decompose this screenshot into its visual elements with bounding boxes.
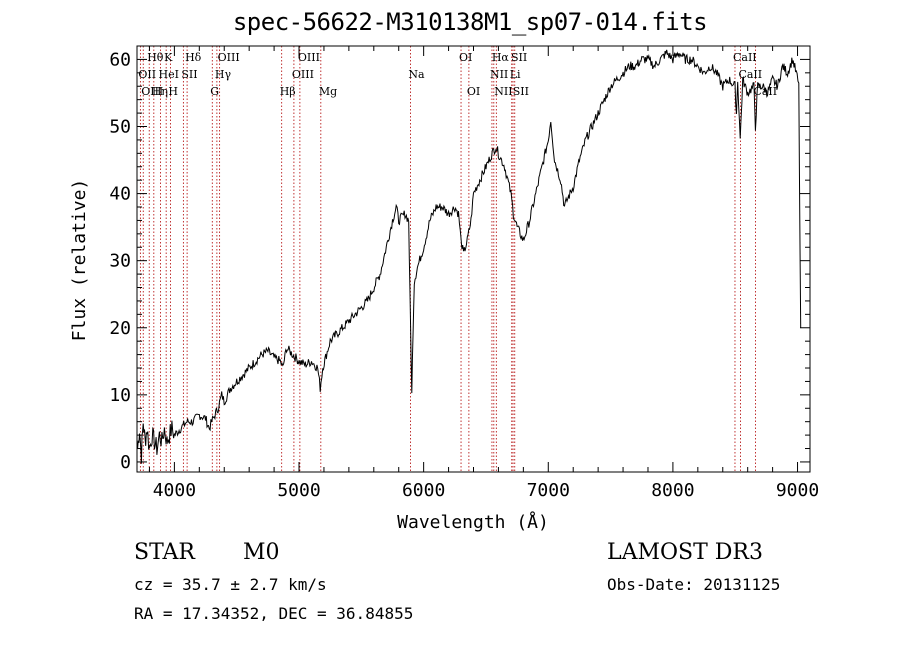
observation-date: Obs-Date: 20131125 — [607, 575, 781, 594]
survey-name: LAMOST DR3 — [607, 540, 763, 565]
line-marker-label-17: OI — [459, 51, 472, 64]
redshift-cz: cz = 35.7 ± 2.7 km/s — [134, 575, 327, 594]
line-marker-label-18: OI — [467, 85, 480, 98]
x-tick-label-1: 5000 — [277, 480, 320, 501]
line-marker-label-2: Hθ — [147, 51, 164, 64]
y-axis-label: Flux (relative) — [69, 179, 90, 342]
line-marker-label-3: Hη — [152, 85, 168, 98]
x-tick-label-0: 4000 — [153, 480, 196, 501]
line-marker-label-5: K — [164, 51, 173, 64]
line-marker-label-23: SII — [511, 51, 527, 64]
x-axis-ticks: 4000 5000 6000 7000 8000 9000 — [148, 46, 819, 501]
line-marker-label-7: SII — [181, 68, 197, 81]
spectrum-series-line — [137, 49, 802, 464]
line-marker-label-0: OII — [138, 68, 156, 81]
line-marker-label-11: OIII — [218, 51, 240, 64]
line-marker-label-1: OIII — [141, 85, 163, 98]
y-axis-ticks: 0 10 20 30 40 50 60 — [109, 49, 810, 473]
x-tick-label-5: 9000 — [776, 480, 819, 501]
line-marker-label-25: CaII — [733, 51, 757, 64]
line-marker-label-22: Li — [510, 68, 521, 81]
line-marker-label-13: OIII — [292, 68, 314, 81]
line-marker-label-26: CaII — [738, 68, 762, 81]
y-tick-label-2: 20 — [109, 318, 131, 339]
x-tick-label-4: 8000 — [651, 480, 694, 501]
object-subclass: M0 — [243, 540, 280, 565]
y-tick-label-0: 0 — [120, 452, 131, 473]
line-marker-label-8: Hδ — [185, 51, 202, 64]
coordinates: RA = 17.34352, DEC = 36.84855 — [134, 604, 414, 623]
x-axis-label: Wavelength (Å) — [397, 511, 549, 533]
y-tick-label-1: 10 — [109, 385, 131, 406]
chart-title: spec-56622-M310138M1_sp07-014.fits — [232, 8, 708, 36]
line-markers — [139, 46, 756, 472]
line-marker-label-12: Hβ — [280, 85, 296, 98]
line-marker-label-9: G — [210, 85, 219, 98]
line-marker-labels: OIIOIIIHθHηHeIKHSIIHδGHγOIIIHβOIIIOIIIMg… — [138, 51, 777, 98]
line-marker-label-14: OIII — [298, 51, 320, 64]
line-marker-label-15: Mg — [319, 85, 337, 98]
y-tick-label-4: 40 — [109, 184, 131, 205]
line-marker-label-10: Hγ — [215, 68, 232, 81]
line-marker-label-21: NII — [494, 85, 512, 98]
x-tick-label-3: 7000 — [527, 480, 570, 501]
x-tick-label-2: 6000 — [402, 480, 445, 501]
line-marker-label-6: H — [168, 85, 178, 98]
plot-frame — [136, 45, 811, 473]
line-marker-label-19: NII — [490, 68, 508, 81]
object-class: STAR — [134, 540, 195, 565]
line-marker-label-20: Hα — [492, 51, 510, 64]
line-marker-label-16: Na — [408, 68, 425, 81]
line-marker-label-4: HeI — [159, 68, 179, 81]
y-tick-label-6: 60 — [109, 49, 131, 70]
y-tick-label-3: 30 — [109, 251, 131, 272]
y-tick-label-5: 50 — [109, 117, 131, 138]
line-marker-label-24: SII — [513, 85, 529, 98]
